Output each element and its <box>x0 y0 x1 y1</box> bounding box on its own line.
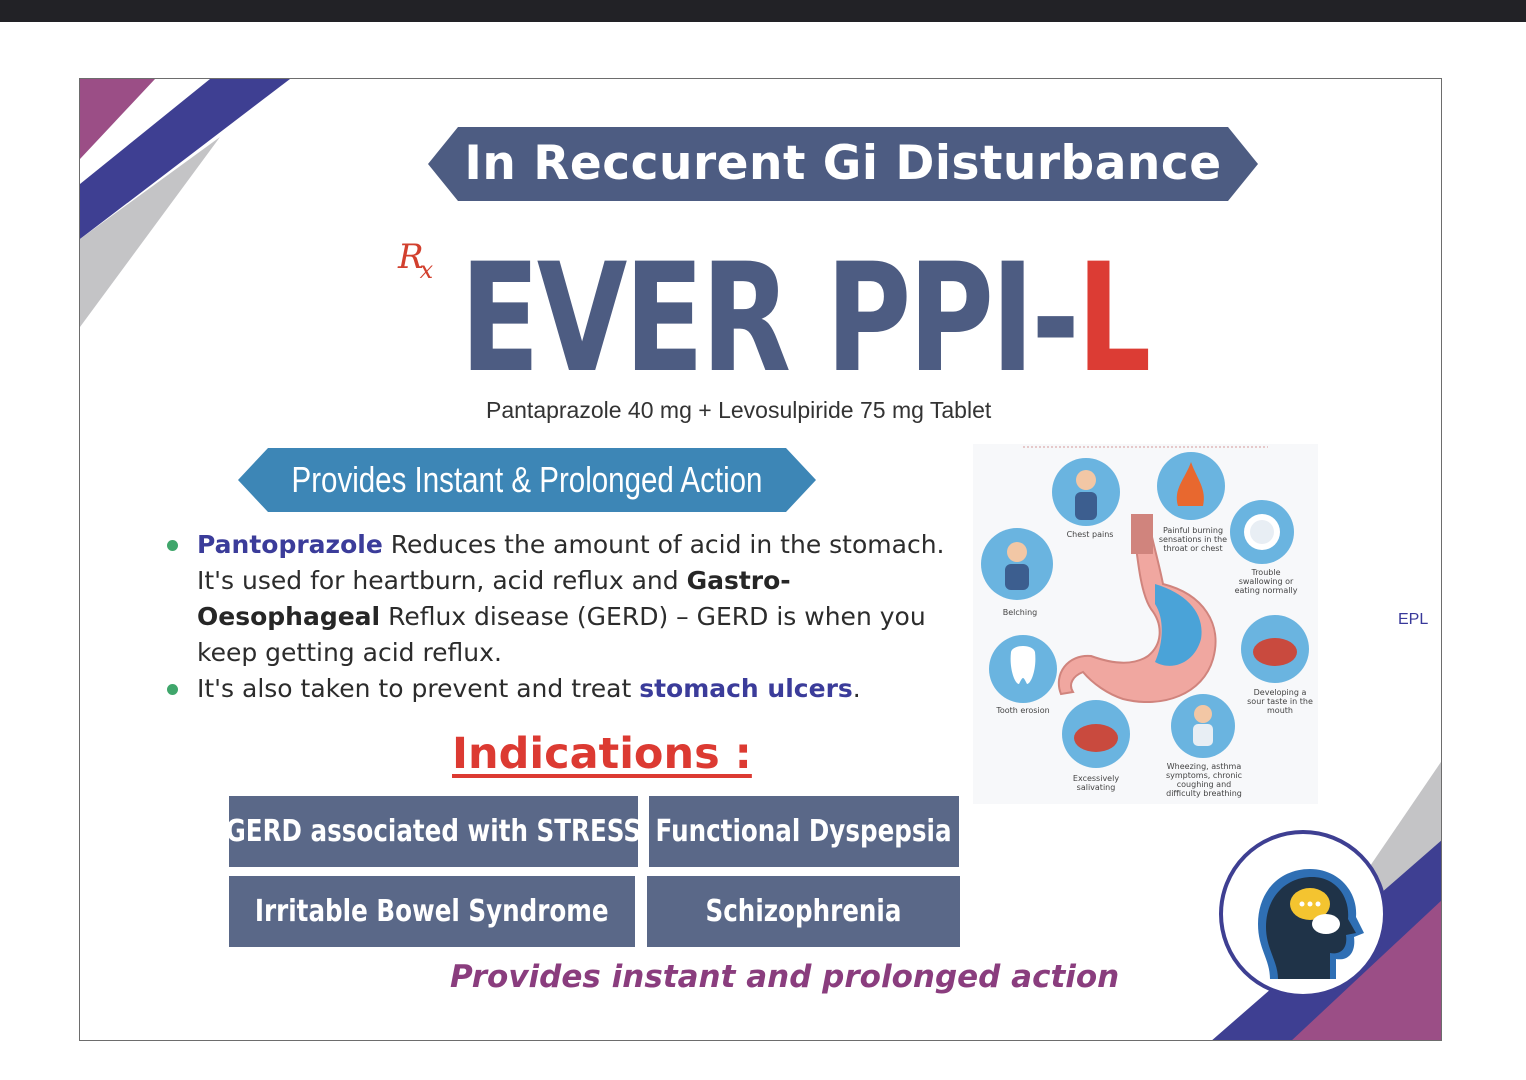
brand-name-main: EVER PPI- <box>460 232 1080 406</box>
list-item: It's also taken to prevent and treat sto… <box>165 671 945 707</box>
indication-gerd-stress: GERD associated with STRESS <box>226 796 641 867</box>
tagline: Provides instant and prolonged action <box>450 959 1120 995</box>
brand-name-accent: L <box>1076 232 1152 406</box>
symptom-label-sour: Developing a sour taste in the mouth <box>1247 688 1313 715</box>
composition-text: Pantaprazole 40 mg + Levosulpiride 75 mg… <box>486 397 992 423</box>
bullet-dot-icon <box>167 684 178 695</box>
rx-symbol: Rx <box>398 237 434 284</box>
symptom-label-chest: Chest pains <box>1066 530 1114 539</box>
symptom-label-swallow: Trouble swallowing or eating normally <box>1234 568 1298 595</box>
bullet-dot-icon <box>167 540 178 551</box>
gerd-symptom-illustration: Chest pains Painful burning sensations i… <box>973 444 1318 809</box>
indication-functional-dyspepsia: Functional Dyspepsia <box>649 796 959 867</box>
top-left-decoration <box>80 79 290 327</box>
brand-name: EVER PPI-L <box>460 239 1151 399</box>
symptom-label-tooth: Tooth erosion <box>996 706 1050 715</box>
list-item: Pantoprazole Reduces the amount of acid … <box>165 527 945 671</box>
headline-text: In Reccurent Gi Disturbance <box>464 136 1222 191</box>
poster-card: In Reccurent Gi Disturbance Rx EVER PPI-… <box>79 78 1442 1041</box>
symptom-label-burning: Painful burning sensations in the throat… <box>1158 526 1228 553</box>
symptom-label-saliva: Excessively salivating <box>1072 774 1120 792</box>
epl-label: EPL <box>1398 611 1429 628</box>
headline-banner: In Reccurent Gi Disturbance <box>428 127 1258 201</box>
action-banner: Provides Instant & Prolonged Action <box>238 448 816 512</box>
top-bar <box>0 0 1526 22</box>
indications-title: Indications : <box>452 729 752 779</box>
symptom-label-belching: Belching <box>1002 608 1038 617</box>
indication-ibs: Irritable Bowel Syndrome <box>229 876 635 947</box>
indication-schizophrenia: Schizophrenia <box>647 876 960 947</box>
mind-icon <box>1218 829 1388 1004</box>
stomach-illustration <box>973 444 1318 804</box>
symptom-label-wheezing: Wheezing, asthma symptoms, chronic cough… <box>1165 762 1243 798</box>
benefit-list: Pantoprazole Reduces the amount of acid … <box>165 527 945 707</box>
action-banner-text: Provides Instant & Prolonged Action <box>291 459 763 500</box>
